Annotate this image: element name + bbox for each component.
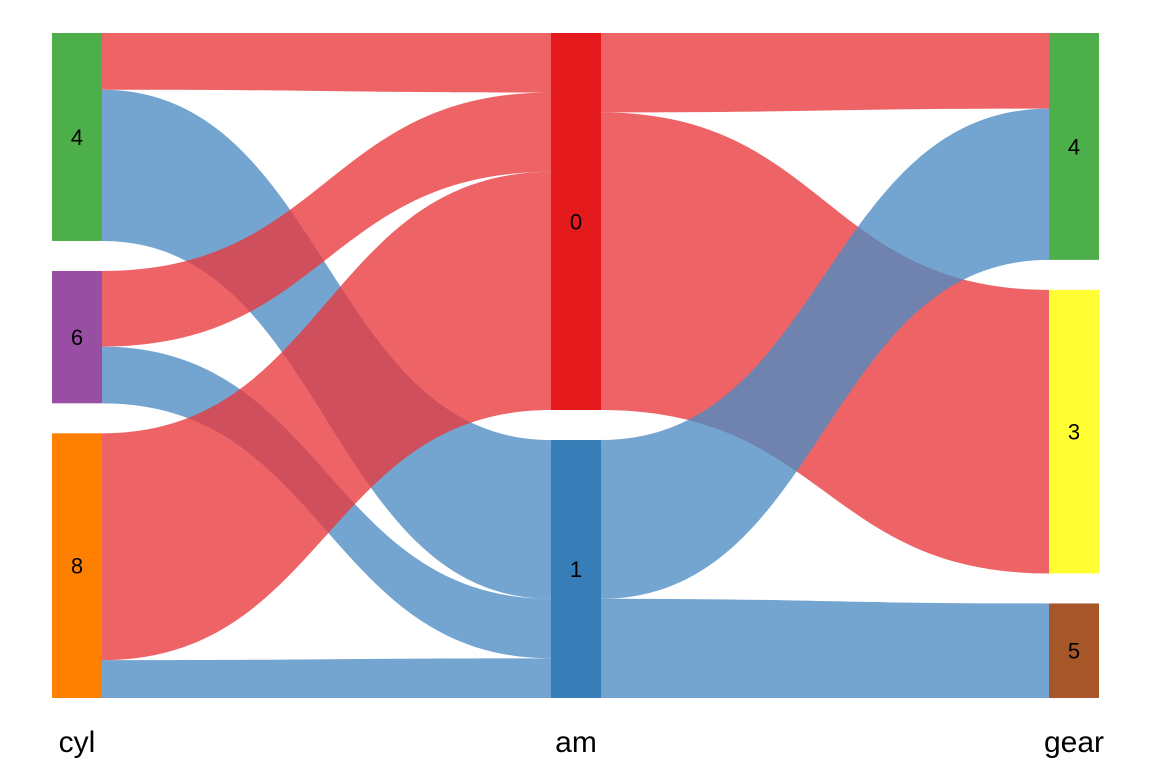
- node-label-am-1: 1: [570, 557, 582, 582]
- labels-layer: 4 6 8 0 1 4 3 5: [71, 125, 1080, 664]
- node-am-0: [551, 33, 601, 411]
- node-gear-3: [1049, 289, 1099, 574]
- node-label-cyl-4: 4: [71, 125, 83, 150]
- axis-label-am: am: [555, 726, 597, 759]
- node-cyl-8: [52, 433, 102, 698]
- flow-cyl-6-to-am-0: [102, 92, 551, 347]
- axis-labels-layer: cyl am gear: [59, 726, 1104, 759]
- node-label-cyl-8: 8: [71, 554, 83, 579]
- node-label-gear-5: 5: [1068, 639, 1080, 664]
- flow-cyl-8-to-am-0: [102, 171, 551, 661]
- node-gear-4: [1049, 33, 1099, 260]
- nodes-layer: [52, 33, 1099, 698]
- node-label-gear-4: 4: [1068, 134, 1080, 159]
- node-cyl-4: [52, 33, 102, 241]
- node-label-am-0: 0: [570, 210, 582, 235]
- flow-am-0-to-gear-4: [601, 33, 1049, 113]
- flow-am-1-to-gear-4: [601, 108, 1049, 599]
- node-cyl-6: [52, 270, 102, 404]
- flows-layer: [102, 33, 1049, 698]
- node-label-gear-3: 3: [1068, 420, 1080, 445]
- node-gear-5: [1049, 603, 1099, 698]
- node-am-1: [551, 440, 601, 698]
- node-label-cyl-6: 6: [71, 325, 83, 350]
- flow-cyl-4-to-am-0: [102, 33, 551, 93]
- flow-cyl-8-to-am-1: [102, 658, 551, 698]
- axis-label-gear: gear: [1044, 726, 1104, 759]
- axis-label-cyl: cyl: [59, 726, 96, 759]
- flow-am-1-to-gear-5: [601, 598, 1049, 698]
